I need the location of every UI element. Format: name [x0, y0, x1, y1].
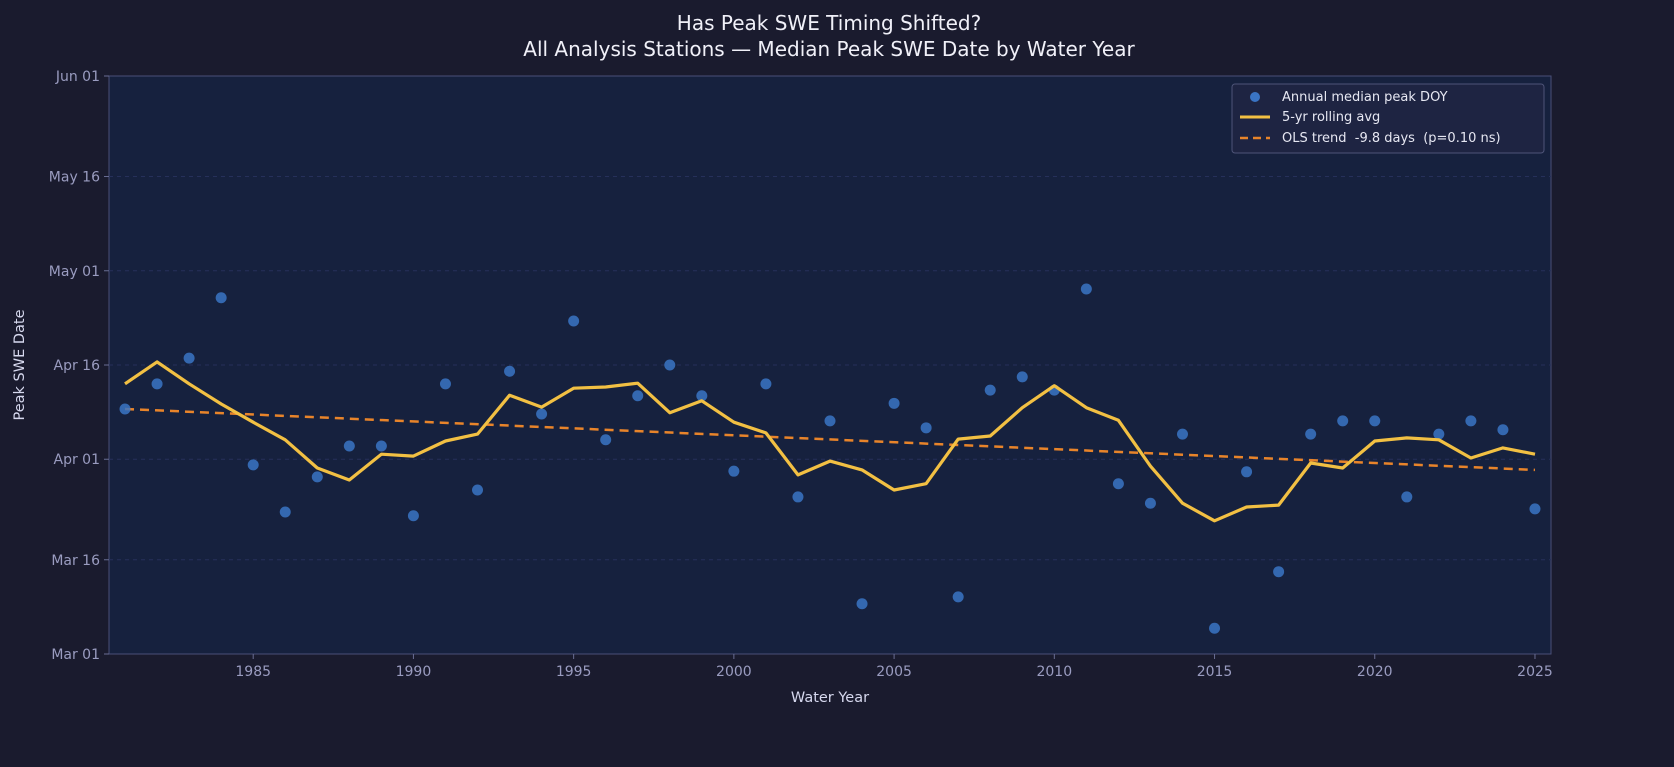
chart-subtitle: All Analysis Stations — Median Peak SWE … [523, 37, 1135, 61]
data-point [1080, 283, 1092, 295]
data-point [1016, 371, 1028, 383]
x-axis: 1985 1990 1995 2000 2005 2010 2015 2020 2025 [235, 654, 1553, 680]
trend-line [124, 407, 1536, 472]
y-axis: Mar 01 Mar 16 Apr 01 Apr 16 May 01 May 16 Jun … [49, 69, 109, 663]
data-point [824, 415, 836, 427]
data-point [119, 403, 131, 415]
x-tick-label: 2015 [1197, 664, 1233, 680]
data-point [1337, 415, 1349, 427]
ols-trend [124, 407, 1536, 472]
data-point [215, 292, 227, 304]
x-tick-label: 1985 [235, 664, 271, 680]
data-point [311, 471, 323, 483]
data-point [888, 397, 900, 409]
rolling-avg-line [124, 360, 1536, 523]
data-point [1529, 503, 1541, 515]
data-point [536, 408, 548, 420]
data-point [343, 440, 355, 452]
data-point [1241, 466, 1253, 478]
data-point [664, 359, 676, 371]
data-point [952, 591, 964, 603]
rolling-avg [124, 360, 1536, 523]
data-point [728, 465, 740, 477]
x-tick-label: 2000 [716, 664, 752, 680]
data-point [279, 506, 291, 518]
y-tick-label: Apr 16 [54, 358, 101, 374]
x-tick-label: 1990 [396, 664, 432, 680]
data-point [504, 365, 516, 377]
data-point [920, 422, 932, 434]
data-point [1465, 415, 1477, 427]
data-point [568, 315, 580, 327]
data-point [856, 598, 868, 610]
annual-points [119, 283, 1541, 634]
y-tick-label: Apr 01 [54, 452, 100, 468]
data-point [439, 378, 451, 390]
legend-label-rolling: 5-yr rolling avg [1282, 110, 1380, 125]
data-point [1176, 428, 1188, 440]
data-point [1144, 497, 1156, 509]
data-point [1112, 478, 1124, 490]
data-point [1433, 428, 1445, 440]
data-point [760, 378, 772, 390]
y-axis-label: Peak SWE Date [12, 309, 28, 420]
data-point [407, 510, 419, 522]
data-point [1209, 622, 1221, 634]
legend-label-points: Annual median peak DOY [1282, 90, 1448, 105]
data-point [1273, 566, 1285, 578]
legend-marker-points [1250, 92, 1260, 102]
data-point [151, 378, 163, 390]
data-point [375, 440, 387, 452]
x-tick-label: 2020 [1357, 664, 1393, 680]
y-tick-label: May 16 [49, 170, 100, 186]
y-tick-label: May 01 [49, 264, 100, 280]
x-tick-label: 2025 [1517, 664, 1553, 680]
data-point [247, 459, 259, 471]
data-point [632, 390, 644, 402]
data-point [792, 491, 804, 503]
data-point [472, 484, 484, 496]
data-point [1305, 428, 1317, 440]
y-tick-label: Mar 01 [51, 647, 100, 663]
data-point [600, 434, 612, 446]
legend-box [1231, 83, 1545, 154]
legend: Annual median peak DOY 5-yr rolling avg … [1231, 83, 1545, 154]
data-point [1369, 415, 1381, 427]
x-axis-label: Water Year [791, 690, 869, 706]
data-point [1497, 424, 1509, 436]
x-tick-label: 2010 [1036, 664, 1072, 680]
x-tick-label: 1995 [556, 664, 592, 680]
legend-label-trend: OLS trend -9.8 days (p=0.10 ns) [1282, 131, 1501, 146]
chart-title: Has Peak SWE Timing Shifted? [677, 11, 981, 35]
data-point [984, 384, 996, 396]
data-point [183, 352, 195, 364]
y-tick-label: Jun 01 [55, 69, 100, 85]
x-tick-label: 2005 [876, 664, 912, 680]
data-point [696, 390, 708, 402]
y-tick-label: Mar 16 [51, 553, 100, 569]
data-point [1401, 491, 1413, 503]
